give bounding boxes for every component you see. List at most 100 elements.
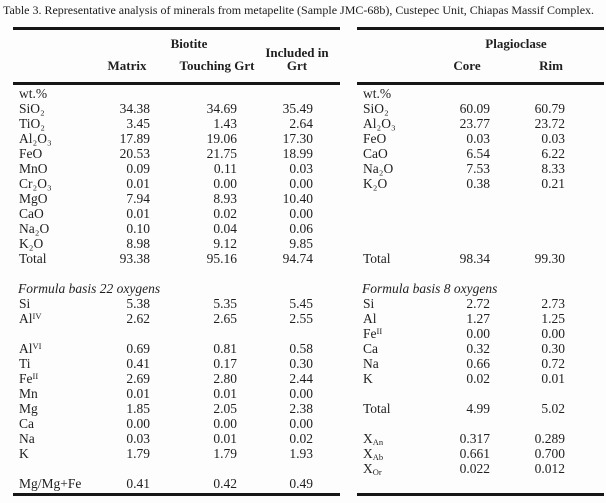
value-cell: 34.38 xyxy=(119,101,150,116)
row-label: Mn xyxy=(19,386,38,401)
value-cell: 7.94 xyxy=(126,191,150,206)
value-cell: 0.01 xyxy=(126,386,150,401)
value-cell: 0.01 xyxy=(126,176,150,191)
formula-basis-label: Formula basis 8 oxygens xyxy=(362,281,498,296)
row-label: Total xyxy=(19,251,47,266)
row-label: AlVI xyxy=(19,341,42,356)
value-cell: 0.00 xyxy=(541,326,565,341)
table-row: FeO 20.53 21.75 18.99 xyxy=(13,146,340,161)
table-row: wt.% xyxy=(13,86,340,101)
table-row: Mn 0.01 0.01 0.00 xyxy=(13,386,340,401)
row-label: CaO xyxy=(19,206,44,221)
value-cell: 0.00 xyxy=(213,176,237,191)
row-label: AlIV xyxy=(19,311,42,326)
row-label: Al xyxy=(363,311,377,326)
row-label: XOr xyxy=(363,461,382,477)
value-cell: 1.79 xyxy=(213,446,237,461)
value-cell: 60.79 xyxy=(534,101,565,116)
value-cell: 2.05 xyxy=(213,401,237,416)
value-cell: 2.64 xyxy=(289,116,313,131)
table-row: XAb 0.661 0.700 xyxy=(357,446,604,461)
table-row: AlVI 0.69 0.81 0.58 xyxy=(13,341,340,356)
table-row: Al₂O₃ 23.77 23.72 xyxy=(357,116,604,131)
plagioclase-table: Plagioclase Core Rim wt.% SiO₂ 60.09 60.79 A… xyxy=(357,27,604,496)
row-label-superscript: VI xyxy=(32,341,42,351)
value-cell: 60.09 xyxy=(459,101,490,116)
value-cell: 94.74 xyxy=(282,251,313,266)
table-row: CaO 0.01 0.02 0.00 xyxy=(13,206,340,221)
value-cell: 2.62 xyxy=(126,311,150,326)
value-cell: 0.03 xyxy=(126,431,150,446)
value-cell: 0.30 xyxy=(289,356,313,371)
table-row: K₂O 8.98 9.12 9.85 xyxy=(13,236,340,251)
row-label-subscript: Ab xyxy=(372,452,384,462)
plagioclase-header: Plagioclase Core Rim xyxy=(357,30,604,85)
row-label: Na xyxy=(19,431,35,446)
row-label: Al₂O₃ xyxy=(363,116,396,131)
value-cell: 1.27 xyxy=(466,311,490,326)
value-cell: 0.022 xyxy=(459,461,490,476)
blank-row xyxy=(357,221,604,236)
row-label-superscript: II xyxy=(32,371,39,381)
value-cell: 0.700 xyxy=(534,446,565,461)
value-cell: 1.93 xyxy=(289,446,313,461)
value-cell: 0.00 xyxy=(289,176,313,191)
value-cell: 0.00 xyxy=(126,416,150,431)
value-cell: 95.16 xyxy=(206,251,237,266)
table-row: XAn 0.317 0.289 xyxy=(357,431,604,446)
value-cell: 9.12 xyxy=(213,236,237,251)
row-label: wt.% xyxy=(19,86,48,101)
value-cell: 0.42 xyxy=(213,476,237,491)
value-cell: 1.79 xyxy=(126,446,150,461)
table-row: Cr₂O₃ 0.01 0.00 0.00 xyxy=(13,176,340,191)
row-label: FeO xyxy=(363,131,387,146)
value-cell: 21.75 xyxy=(206,146,237,161)
column-header-included-in-grt: Included in Grt xyxy=(265,45,329,73)
value-cell: 0.30 xyxy=(541,341,565,356)
table-row: Total 98.34 99.30 xyxy=(357,251,604,266)
blank-row xyxy=(357,206,604,221)
value-cell: 0.02 xyxy=(466,371,490,386)
biotite-body: wt.% SiO₂ 34.38 34.69 35.49 TiO₂ 3.45 1.43 2.64 A… xyxy=(13,85,340,493)
value-cell: 9.85 xyxy=(289,236,313,251)
row-label: SiO₂ xyxy=(363,101,389,116)
table-row: Al 1.27 1.25 xyxy=(357,311,604,326)
table-row: Ti 0.41 0.17 0.30 xyxy=(13,356,340,371)
row-label: Al₂O₃ xyxy=(19,131,52,146)
row-label: K₂O xyxy=(363,176,388,191)
row-label: XAn xyxy=(363,431,384,447)
value-cell: 98.34 xyxy=(459,251,490,266)
table-row: Formula basis 8 oxygens xyxy=(357,281,604,296)
row-label: Si xyxy=(19,296,31,311)
value-cell: 1.85 xyxy=(126,401,150,416)
value-cell: 0.06 xyxy=(289,221,313,236)
table-row: SiO₂ 34.38 34.69 35.49 xyxy=(13,101,340,116)
value-cell: 2.44 xyxy=(289,371,313,386)
value-cell: 99.30 xyxy=(534,251,565,266)
row-label: Total xyxy=(363,401,391,416)
table-row: SiO₂ 60.09 60.79 xyxy=(357,101,604,116)
value-cell: 0.58 xyxy=(289,341,313,356)
value-cell: 0.00 xyxy=(289,416,313,431)
value-cell xyxy=(95,86,165,101)
formula-basis-label: Formula basis 22 oxygens xyxy=(18,281,161,296)
value-cell: 1.25 xyxy=(541,311,565,326)
row-label: Cr₂O₃ xyxy=(19,176,52,191)
value-cell: 0.49 xyxy=(289,476,313,491)
value-cell: 8.98 xyxy=(126,236,150,251)
value-cell: 23.72 xyxy=(534,116,565,131)
row-label: MgO xyxy=(19,191,48,206)
table-row: CaO 6.54 6.22 xyxy=(357,146,604,161)
value-cell: 7.53 xyxy=(466,161,490,176)
value-cell: 5.35 xyxy=(213,296,237,311)
blank-row xyxy=(13,266,340,281)
value-cell: 5.02 xyxy=(541,401,565,416)
value-cell: 19.06 xyxy=(206,131,237,146)
row-label: Ti xyxy=(19,356,31,371)
table-row: K₂O 0.38 0.21 xyxy=(357,176,604,191)
table-row: MgO 7.94 8.93 10.40 xyxy=(13,191,340,206)
blank-row xyxy=(357,476,604,491)
value-cell: 23.77 xyxy=(459,116,490,131)
value-cell: 0.04 xyxy=(213,221,237,236)
row-label: wt.% xyxy=(363,86,392,101)
